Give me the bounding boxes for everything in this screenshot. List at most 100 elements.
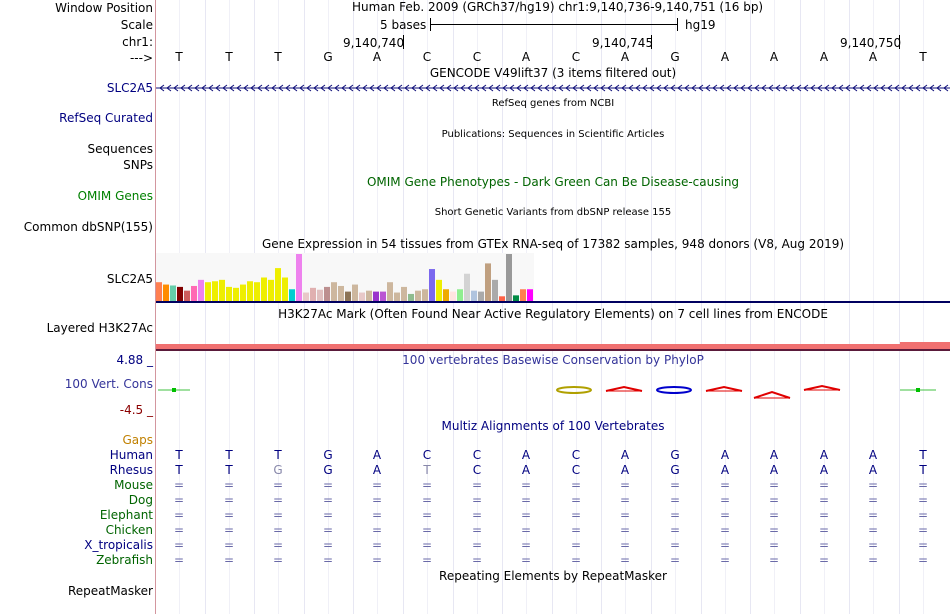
multiz-base: A <box>372 463 382 477</box>
gtex-tissue-bar[interactable] <box>415 290 421 301</box>
gtex-tissue-bar[interactable] <box>380 291 386 301</box>
gtex-tissue-bar[interactable] <box>478 291 484 301</box>
gencode-item-label[interactable]: SLC2A5 <box>106 81 153 95</box>
gtex-tissue-bar[interactable] <box>471 290 477 301</box>
gtex-tissue-bar[interactable] <box>520 289 526 301</box>
multiz-species-label[interactable]: X_tropicalis <box>84 538 153 552</box>
strand-arrow <box>229 84 235 92</box>
multiz-species-label[interactable]: Dog <box>128 493 153 507</box>
multiz-species-label[interactable]: Human <box>109 448 153 462</box>
gtex-tissue-bar[interactable] <box>289 289 295 301</box>
gtex-tissue-bar[interactable] <box>408 293 414 301</box>
strand-arrow <box>201 84 207 92</box>
gtex-tissue-bar[interactable] <box>317 289 323 301</box>
gtex-tissue-bar[interactable] <box>163 284 169 301</box>
publications-label-sequences[interactable]: Sequences <box>87 142 153 156</box>
multiz-base: A <box>521 463 531 477</box>
gtex-tissue-bar[interactable] <box>450 291 456 301</box>
multiz-species-label[interactable]: Elephant <box>99 508 153 522</box>
strand-arrow <box>516 84 522 92</box>
gtex-expression-chart[interactable] <box>156 253 950 303</box>
gtex-tissue-bar[interactable] <box>219 279 225 301</box>
strand-arrow <box>222 84 228 92</box>
gtex-tissue-bar[interactable] <box>212 281 218 301</box>
gtex-tissue-bar[interactable] <box>443 289 449 301</box>
grid-line <box>899 0 900 614</box>
grid-line <box>725 0 726 614</box>
phylop-track-title: 100 vertebrates Basewise Conservation by… <box>402 353 704 367</box>
multiz-species-label[interactable]: Zebrafish <box>96 553 153 567</box>
multiz-gaps-label[interactable]: Gaps <box>122 433 153 447</box>
gtex-tissue-bar[interactable] <box>331 282 337 301</box>
gtex-tissue-bar[interactable] <box>247 281 253 301</box>
strand-arrow <box>474 84 480 92</box>
strand-arrow <box>838 84 844 92</box>
multiz-base: G <box>670 463 680 477</box>
gtex-tissue-bar[interactable] <box>177 286 183 301</box>
strand-arrow <box>929 84 935 92</box>
multiz-base: = <box>818 493 830 507</box>
phylop-conservation-plot[interactable] <box>156 380 950 404</box>
multiz-base: T <box>225 463 233 477</box>
gtex-tissue-bar[interactable] <box>261 277 267 302</box>
gtex-tissue-bar[interactable] <box>345 291 351 301</box>
gtex-tissue-bar[interactable] <box>394 292 400 301</box>
gtex-tissue-bar[interactable] <box>338 285 344 301</box>
gtex-tissue-bar[interactable] <box>422 289 428 301</box>
gtex-tissue-bar[interactable] <box>387 282 393 301</box>
omim-label[interactable]: OMIM Genes <box>77 189 153 203</box>
gtex-tissue-bar[interactable] <box>296 254 302 301</box>
gtex-tissue-bar[interactable] <box>492 279 498 301</box>
gtex-tissue-bar[interactable] <box>464 273 470 301</box>
gtex-tissue-bar[interactable] <box>156 282 162 301</box>
gtex-tissue-bar[interactable] <box>282 277 288 302</box>
gtex-tissue-bar[interactable] <box>324 286 330 301</box>
refseq-label[interactable]: RefSeq Curated <box>59 111 153 125</box>
phylop-label[interactable]: 100 Vert. Cons <box>64 377 153 391</box>
gtex-tissue-bar[interactable] <box>303 292 309 301</box>
gtex-tissue-bar[interactable] <box>240 284 246 301</box>
gtex-tissue-bar[interactable] <box>527 289 533 301</box>
gtex-label[interactable]: SLC2A5 <box>106 272 153 286</box>
gtex-tissue-bar[interactable] <box>436 279 442 301</box>
strand-arrow <box>754 84 760 92</box>
gtex-tissue-bar[interactable] <box>191 285 197 301</box>
h3k27ac-signal[interactable] <box>156 344 950 350</box>
dbsnp-label[interactable]: Common dbSNP(155) <box>23 220 153 234</box>
gtex-tissue-bar[interactable] <box>401 286 407 301</box>
gtex-tissue-bar[interactable] <box>366 290 372 301</box>
gtex-tissue-bar[interactable] <box>513 295 519 301</box>
gtex-tissue-bar[interactable] <box>184 290 190 301</box>
gtex-tissue-bar[interactable] <box>205 282 211 301</box>
gtex-tissue-bar[interactable] <box>373 291 379 301</box>
strand-arrow <box>383 84 389 92</box>
gtex-tissue-bar[interactable] <box>226 286 232 301</box>
multiz-base: = <box>520 508 532 522</box>
gtex-tissue-bar[interactable] <box>198 279 204 301</box>
multiz-species-label[interactable]: Mouse <box>114 478 153 492</box>
gtex-tissue-bar[interactable] <box>359 292 365 301</box>
h3k27ac-label[interactable]: Layered H3K27Ac <box>46 321 153 335</box>
multiz-species-label[interactable]: Rhesus <box>109 463 153 477</box>
publications-label-snps[interactable]: SNPs <box>123 158 153 172</box>
window-position-label: Window Position <box>55 1 153 15</box>
gtex-tissue-bar[interactable] <box>233 287 239 301</box>
gtex-tissue-bar[interactable] <box>352 284 358 301</box>
gtex-tissue-bar[interactable] <box>499 296 505 301</box>
repeatmasker-label[interactable]: RepeatMasker <box>67 584 153 598</box>
gtex-tissue-bar[interactable] <box>310 287 316 301</box>
gtex-tissue-bar[interactable] <box>275 268 281 301</box>
gtex-tissue-bar[interactable] <box>506 254 512 301</box>
gtex-tissue-bar[interactable] <box>268 279 274 301</box>
gtex-tissue-bar[interactable] <box>485 263 491 301</box>
multiz-species-label[interactable]: Chicken <box>105 523 153 537</box>
multiz-base: = <box>421 538 433 552</box>
gtex-tissue-bar[interactable] <box>170 285 176 301</box>
strand-arrow <box>726 84 732 92</box>
gtex-tissue-bar[interactable] <box>254 282 260 301</box>
multiz-base: = <box>917 508 929 522</box>
gencode-gene-feature[interactable] <box>156 82 950 94</box>
multiz-base: A <box>769 463 779 477</box>
gtex-tissue-bar[interactable] <box>457 289 463 301</box>
gtex-tissue-bar[interactable] <box>429 269 435 301</box>
